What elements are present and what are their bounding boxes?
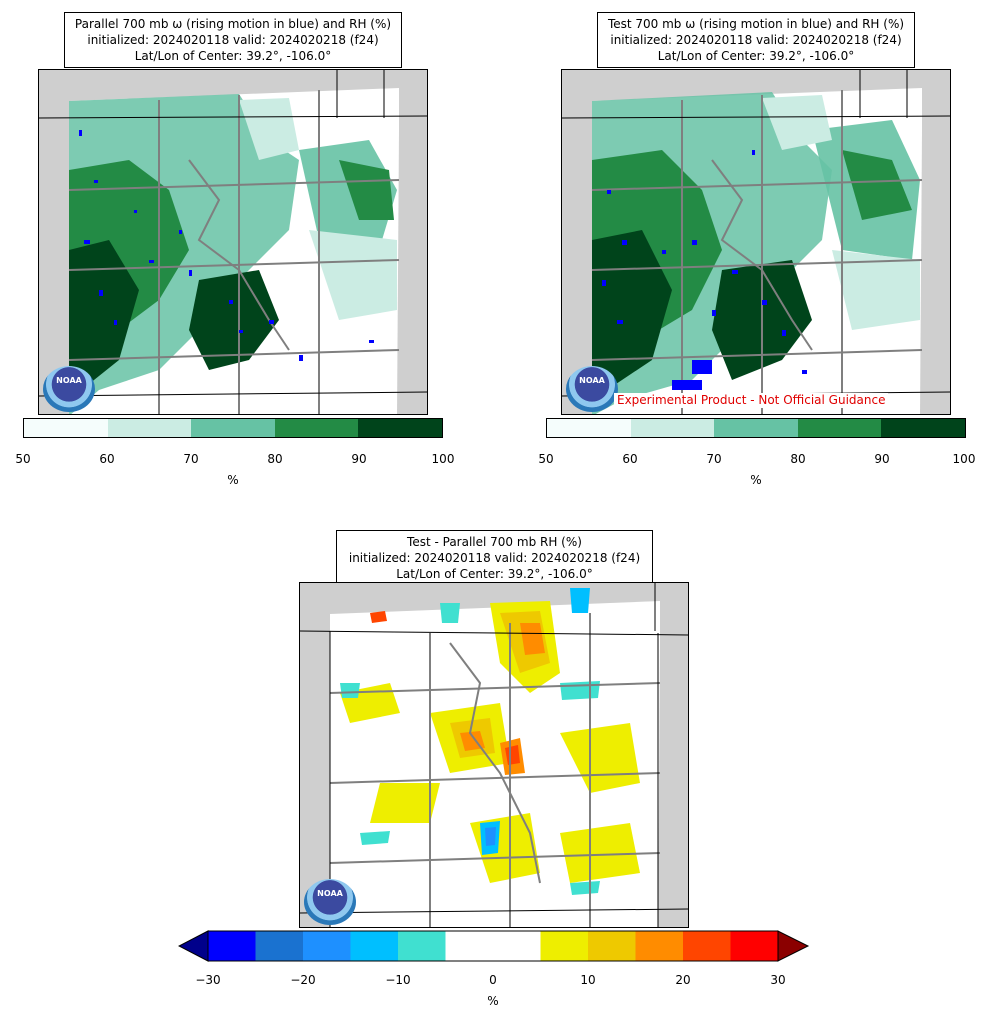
colorbar-under-arrow bbox=[178, 930, 209, 962]
colorbar-tick: 90 bbox=[351, 452, 367, 466]
colorbar-over-arrow bbox=[777, 930, 810, 962]
colorbar-unit: % bbox=[750, 473, 762, 487]
colorbar-segment bbox=[107, 419, 192, 437]
colorbar-segment bbox=[797, 419, 882, 437]
colorbar-segment bbox=[274, 419, 359, 437]
colorbar-tick: 100 bbox=[952, 452, 976, 466]
colorbar-tick: 60 bbox=[622, 452, 638, 466]
title-line: initialized: 2024020118 valid: 202402021… bbox=[610, 33, 902, 47]
colorbar-test bbox=[546, 418, 966, 438]
noaa-logo-icon: NOAA bbox=[566, 366, 618, 412]
colorbar-segment bbox=[358, 419, 442, 437]
map-parallel-svg bbox=[39, 70, 427, 414]
experimental-disclaimer: Experimental Product - Not Official Guid… bbox=[614, 393, 889, 408]
colorbar-tick: −10 bbox=[385, 973, 411, 987]
noaa-logo-text: NOAA bbox=[56, 376, 82, 385]
noaa-logo-text: NOAA bbox=[579, 376, 605, 385]
title-line: Parallel 700 mb ω (rising motion in blue… bbox=[74, 17, 392, 31]
colorbar-segment bbox=[630, 419, 715, 437]
title-line: initialized: 2024020118 valid: 202402021… bbox=[348, 551, 641, 565]
colorbar-tick: −30 bbox=[195, 973, 221, 987]
colorbar-tick: 0 bbox=[489, 973, 497, 987]
panel-test-title: Test 700 mb ω (rising motion in blue) an… bbox=[597, 12, 915, 68]
panel-difference-title: Test - Parallel 700 mb RH (%) initialize… bbox=[336, 530, 653, 586]
colorbar-tick: 90 bbox=[874, 452, 890, 466]
colorbar-tick: 20 bbox=[675, 973, 691, 987]
noaa-logo-icon: NOAA bbox=[304, 879, 356, 925]
title-line: Lat/Lon of Center: 39.2°, -106.0° bbox=[396, 567, 593, 581]
map-difference: NOAA bbox=[299, 582, 689, 928]
noaa-logo-text: NOAA bbox=[317, 889, 343, 898]
colorbar-tick: 10 bbox=[580, 973, 596, 987]
colorbar-unit: % bbox=[487, 994, 499, 1008]
colorbar-segment bbox=[881, 419, 965, 437]
title-line: Test - Parallel 700 mb RH (%) bbox=[407, 535, 582, 549]
colorbar-tick: 70 bbox=[183, 452, 199, 466]
colorbar-segment bbox=[714, 419, 798, 437]
title-line: initialized: 2024020118 valid: 202402021… bbox=[87, 33, 379, 47]
colorbar-tick: 50 bbox=[538, 452, 554, 466]
colorbar-tick: 80 bbox=[267, 452, 283, 466]
map-difference-svg bbox=[300, 583, 688, 927]
colorbar-parallel bbox=[23, 418, 443, 438]
map-test-svg bbox=[562, 70, 950, 414]
title-line: Lat/Lon of Center: 39.2°, -106.0° bbox=[657, 49, 855, 63]
map-parallel: NOAA bbox=[38, 69, 428, 415]
colorbar-segment bbox=[24, 419, 108, 437]
colorbar-tick: 30 bbox=[770, 973, 786, 987]
colorbar-tick: 80 bbox=[790, 452, 806, 466]
colorbar-difference bbox=[178, 930, 810, 962]
colorbar-tick: 100 bbox=[431, 452, 455, 466]
panel-parallel-title: Parallel 700 mb ω (rising motion in blue… bbox=[64, 12, 402, 68]
colorbar-segment bbox=[547, 419, 631, 437]
colorbar-tick: 70 bbox=[706, 452, 722, 466]
title-line: Lat/Lon of Center: 39.2°, -106.0° bbox=[134, 49, 332, 63]
colorbar-segment bbox=[191, 419, 275, 437]
colorbar-tick: 60 bbox=[99, 452, 115, 466]
colorbar-tick: 50 bbox=[15, 452, 31, 466]
title-line: Test 700 mb ω (rising motion in blue) an… bbox=[607, 17, 905, 31]
colorbar-unit: % bbox=[227, 473, 239, 487]
colorbar-tick: −20 bbox=[290, 973, 316, 987]
map-test: NOAA Experimental Product - Not Official… bbox=[561, 69, 951, 415]
noaa-logo-icon: NOAA bbox=[43, 366, 95, 412]
